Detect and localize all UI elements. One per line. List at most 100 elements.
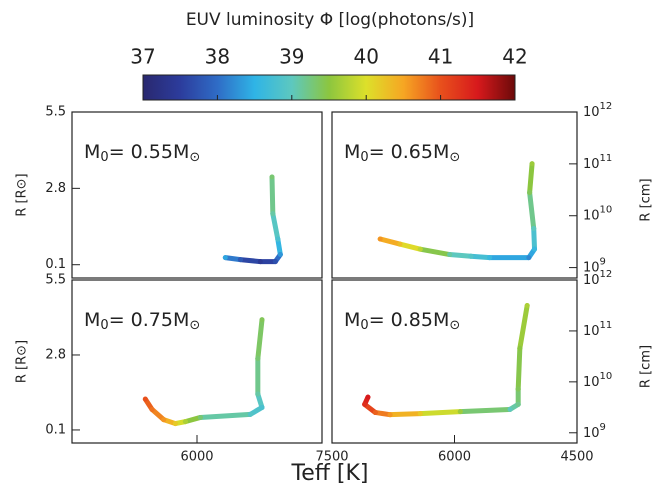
panel-label: M0= 0.75M⊙	[84, 309, 200, 333]
track-segment	[269, 174, 276, 217]
colorbar-title: EUV luminosity Φ [log(photons/s)]	[186, 10, 474, 30]
track-point	[237, 257, 243, 263]
panel-frame	[331, 111, 578, 279]
x-tick-label: 6000	[438, 450, 471, 465]
y-tick-label: 2.8	[45, 181, 66, 196]
colorbar-tick-label: 41	[428, 45, 453, 69]
track-point	[222, 255, 228, 261]
track-segment	[149, 406, 167, 423]
track-point	[255, 356, 261, 362]
track-segment	[237, 257, 263, 265]
y2-tick-label: 1012	[583, 101, 612, 120]
track-segment	[527, 190, 537, 232]
panel-label-part: M	[84, 309, 100, 331]
track	[222, 174, 283, 265]
track-point	[172, 421, 178, 427]
track-point	[247, 411, 253, 417]
y2-tick-exponent: 10	[600, 371, 613, 382]
panel-label-part: ⊙	[449, 150, 460, 165]
y2-tick-base: 10	[583, 156, 600, 171]
track-segment	[517, 303, 530, 351]
colorbar-tick-label: 38	[205, 45, 230, 69]
y2-tick-exponent: 11	[600, 153, 613, 164]
track-point	[457, 409, 463, 415]
track-point	[515, 401, 521, 407]
track-point	[515, 386, 521, 392]
track-point	[269, 174, 275, 180]
y-tick-label: 0.1	[45, 422, 66, 437]
track-point	[362, 401, 368, 407]
y2-axis-title: R [cm]	[639, 345, 654, 388]
colorbar	[142, 74, 516, 101]
y2-tick-base: 10	[583, 208, 600, 223]
y2-tick-label: 1012	[583, 269, 612, 288]
track	[377, 161, 538, 261]
y2-tick-label: 109	[583, 422, 606, 441]
panel-label-part: ⊙	[189, 318, 200, 333]
track-point	[259, 317, 265, 323]
track-point	[372, 409, 378, 415]
panel-label-part: ⊙	[189, 150, 200, 165]
y2-tick-label: 1010	[583, 205, 612, 224]
track-segment	[275, 236, 283, 258]
track-point	[387, 412, 393, 418]
panel-label-part: = 0.85M	[369, 309, 450, 331]
panel-frame	[71, 111, 323, 279]
panel-label-part: M	[344, 141, 360, 163]
y2-tick-exponent: 11	[600, 320, 613, 331]
track-point	[259, 404, 265, 410]
y2-tick-label: 1011	[583, 153, 612, 172]
y2-tick-exponent: 10	[600, 205, 613, 216]
track-point	[532, 246, 538, 252]
track-point	[275, 236, 281, 242]
track-segment	[197, 411, 253, 420]
track-point	[487, 255, 493, 261]
track-point	[397, 241, 403, 247]
y-tick-label: 2.8	[45, 347, 66, 362]
panel-label-part: = 0.55M	[109, 141, 190, 163]
y2-tick-base: 10	[583, 374, 600, 389]
track-point	[447, 252, 453, 258]
x-tick-label: 7500	[315, 450, 348, 465]
x-tick-label: 6000	[180, 450, 213, 465]
x-axis-title: Teff [K]	[291, 461, 369, 486]
panel-label-part: 0	[100, 150, 108, 165]
y2-tick-exponent: 9	[600, 422, 606, 433]
y2-axis-title: R [cm]	[639, 178, 654, 221]
track	[142, 317, 265, 427]
track-point	[527, 190, 533, 196]
track-point	[526, 255, 532, 261]
track-point	[417, 246, 423, 252]
track-segment	[457, 406, 513, 415]
y2-tick-label: 109	[583, 257, 606, 276]
colorbar-tick-label: 37	[130, 45, 155, 69]
track-segment	[417, 409, 463, 417]
panel-label-part: 0	[360, 318, 368, 333]
track-point	[277, 252, 283, 258]
track-segment	[397, 241, 423, 252]
track-point	[270, 211, 276, 217]
x-tick-label: 4500	[560, 450, 593, 465]
y2-tick-base: 10	[583, 273, 600, 288]
y2-tick-exponent: 9	[600, 257, 606, 268]
track-point	[468, 253, 474, 259]
track-segment	[270, 211, 281, 242]
track-point	[531, 226, 537, 232]
track-segment	[468, 253, 493, 261]
panel-label-part: M	[344, 309, 360, 331]
track-segment	[377, 236, 403, 247]
track-point	[524, 303, 530, 309]
panel-label: M0= 0.55M⊙	[84, 141, 200, 165]
track-point	[255, 391, 261, 397]
panel-label: M0= 0.65M⊙	[344, 141, 460, 165]
track-segment	[387, 411, 423, 418]
panel-label: M0= 0.85M⊙	[344, 309, 460, 333]
panel-label-part: 0	[100, 318, 108, 333]
y2-tick-exponent: 12	[600, 269, 613, 280]
track-point	[149, 406, 155, 412]
track-point	[272, 259, 278, 265]
track-point	[257, 259, 263, 265]
track-segment	[417, 246, 453, 258]
y-axis-title: R [R⊙]	[15, 173, 30, 216]
